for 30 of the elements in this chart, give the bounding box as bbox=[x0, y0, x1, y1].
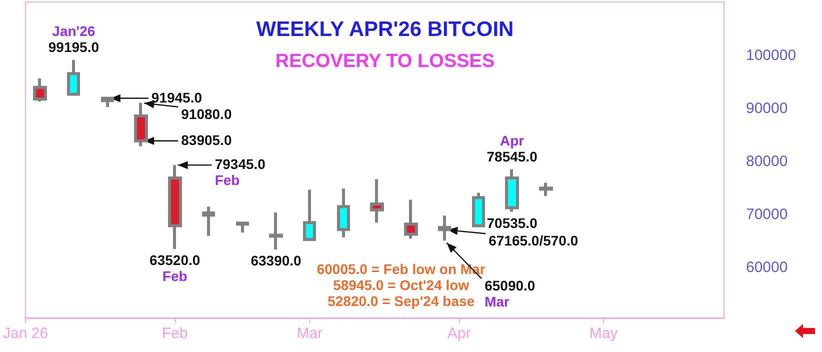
text: RECOVERY TO LOSSES bbox=[275, 51, 495, 72]
y-tick-label: 70000 bbox=[746, 206, 788, 224]
annotation: 58945.0 = Oct'24 low bbox=[333, 277, 470, 293]
annotation: 70535.0 bbox=[486, 214, 538, 231]
annotation: Feb bbox=[162, 268, 188, 284]
annotation: 91945.0 bbox=[151, 89, 202, 106]
annotation: 63390.0 bbox=[250, 252, 302, 269]
y-tick-label: 60000 bbox=[746, 259, 788, 276]
annotation: Feb bbox=[214, 172, 240, 188]
x-tick-label: Feb bbox=[162, 325, 188, 342]
annotation: 91080.0 bbox=[181, 106, 232, 122]
y-tick-label: 90000 bbox=[746, 100, 788, 118]
y-tick-label: 100000 bbox=[746, 47, 796, 64]
annotation: Apr bbox=[500, 132, 525, 148]
annotation: Mar bbox=[484, 294, 510, 310]
text: WEEKLY APR'26 BITCOIN bbox=[256, 18, 514, 41]
annotation: Jan'26 bbox=[52, 22, 96, 39]
x-tick-label: May bbox=[589, 325, 618, 342]
annotation: 79345.0 bbox=[214, 156, 266, 172]
x-tick-label: Apr bbox=[447, 325, 471, 342]
annotation: 78545.0 bbox=[486, 148, 538, 164]
annotation: 65090.0 bbox=[484, 278, 536, 294]
annotation: 63520.0 bbox=[150, 252, 200, 268]
x-tick-label: Mar bbox=[296, 325, 323, 342]
y-tick-label: 80000 bbox=[746, 153, 788, 170]
annotation: 83905.0 bbox=[181, 132, 232, 148]
annotation: 99195.0 bbox=[48, 38, 100, 55]
annotation: 52820.0 = Sep'24 base bbox=[328, 293, 475, 309]
annotation: 67165.0/570.0 bbox=[488, 232, 578, 249]
x-tick-label: Jan 26 bbox=[2, 325, 48, 342]
